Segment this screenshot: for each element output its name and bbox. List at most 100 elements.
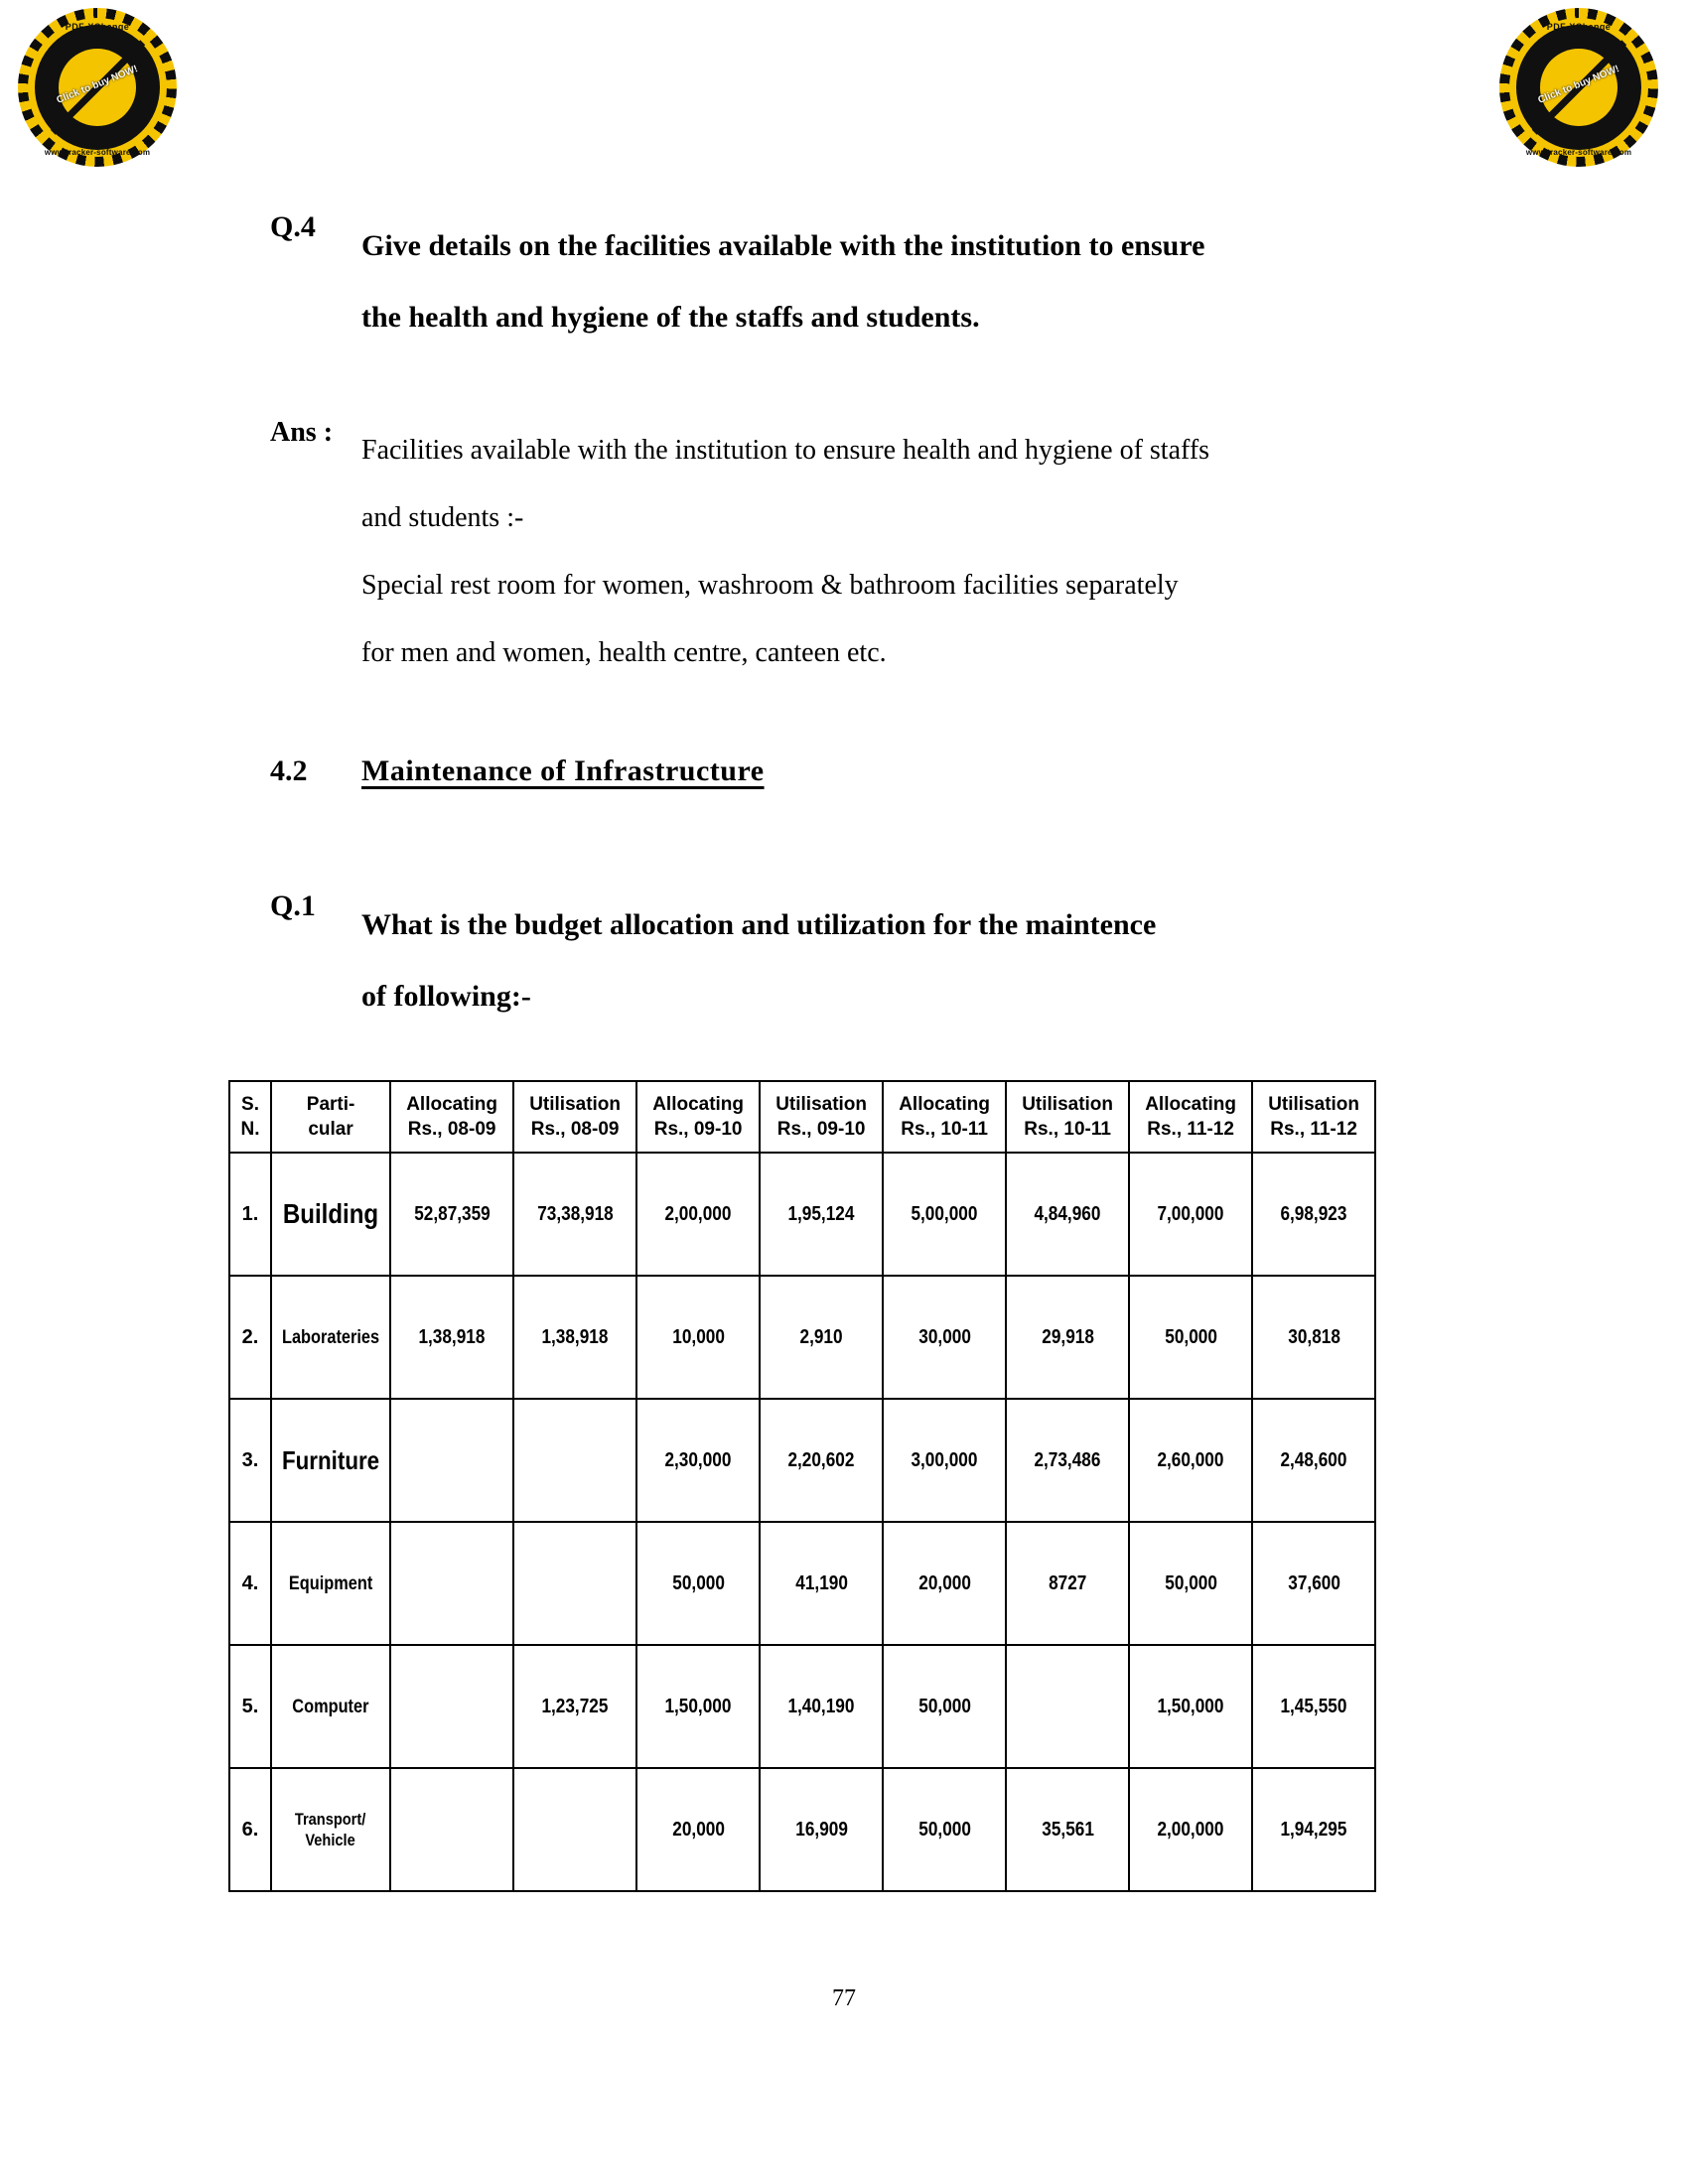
table-column-header: Utilisation Rs., 11-12: [1251, 1080, 1377, 1154]
table-column-header: S. N.: [228, 1080, 272, 1154]
table-column-header-line-2: Rs., 11-12: [1147, 1119, 1234, 1140]
table-cell-value: 6,98,923: [1251, 1152, 1377, 1277]
question-4-line-2: the health and hygiene of the staffs and…: [361, 301, 980, 334]
table-cell-particular: Computer: [269, 1644, 392, 1769]
table-cell-value: 20,000: [882, 1521, 1008, 1646]
table-cell-value: 16,909: [759, 1767, 885, 1892]
table-cell-value: 1,50,000: [1128, 1644, 1254, 1769]
pdf-xchange-watermark-right[interactable]: PDF-XChange Click to buy NOW! www.tracke…: [1499, 8, 1658, 167]
table-cell-value: 1,38,918: [512, 1275, 638, 1400]
table-column-header-line-2: Rs., 09-10: [653, 1119, 743, 1140]
table-cell-particular-label: Equipment: [288, 1572, 373, 1594]
page-number: 77: [832, 1985, 856, 2011]
table-column-header: Utilisation Rs., 08-09: [512, 1080, 638, 1154]
table-cell-value: [389, 1644, 515, 1769]
table-cell-value: 2,910: [759, 1275, 885, 1400]
table-row: 6. Transport/Vehicle 20,000 16,909 50,000 35,…: [228, 1767, 1377, 1892]
table-cell-value: 2,30,000: [635, 1398, 762, 1523]
table-cell-serial-number: 4.: [228, 1521, 272, 1646]
table-cell-value: 30,818: [1251, 1275, 1377, 1400]
table-column-header: Parti-cular: [269, 1080, 392, 1154]
table-cell-value: 2,00,000: [1128, 1767, 1254, 1892]
table-column-header: Allocating Rs., 10-11: [882, 1080, 1008, 1154]
table-cell-serial-number: 2.: [228, 1275, 272, 1400]
table-column-header-line-2: Rs., 09-10: [776, 1119, 866, 1140]
table-cell-value: 1,40,190: [759, 1644, 885, 1769]
table-column-header-line-1: Allocating: [899, 1094, 991, 1115]
stamp-brand-label: PDF-XChange: [65, 22, 130, 32]
table-column-header-line-1: Utilisation: [775, 1094, 868, 1115]
table-cell-value: 50,000: [635, 1521, 762, 1646]
table-column-header-line-2: Rs., 10-11: [901, 1119, 988, 1140]
question-1-line-1: What is the budget allocation and utiliz…: [361, 908, 1157, 941]
question-4-line-1: Give details on the facilities available…: [361, 229, 1205, 262]
table-cell-value: 50,000: [1128, 1275, 1254, 1400]
table-cell-value: 1,45,550: [1251, 1644, 1377, 1769]
stamp-url-label[interactable]: www.tracker-software.com: [44, 148, 151, 157]
table-cell-serial-number: 6.: [228, 1767, 272, 1892]
table-row: 4. Equipment 50,000 41,190 20,000 8727 50,000 3…: [228, 1521, 1377, 1646]
table-cell-particular-label: Furniture: [281, 1444, 380, 1475]
table-cell-value: 41,190: [759, 1521, 885, 1646]
table-cell-value: [389, 1398, 515, 1523]
answer-4-label: Ans :: [270, 417, 334, 448]
table-cell-value: 1,50,000: [635, 1644, 762, 1769]
answer-4-text: Facilities available with the institutio…: [361, 417, 1354, 687]
table-row: 1. Building 52,87,359 73,38,918 2,00,000 1,95…: [228, 1152, 1377, 1277]
table-cell-particular: Laborateries: [269, 1275, 392, 1400]
table-cell-particular: Transport/Vehicle: [269, 1767, 392, 1892]
table-column-header-line-2: Rs., 08-09: [530, 1119, 620, 1140]
table-column-header-line-1: Allocating: [652, 1094, 745, 1115]
table-cell-value: 50,000: [882, 1644, 1008, 1769]
table-cell-value: [512, 1398, 638, 1523]
table-column-header-line-1: Allocating: [1145, 1094, 1237, 1115]
section-4-2-title: Maintenance of Infrastructure: [361, 754, 765, 787]
budget-allocation-table: S. N. Parti-cular Allocating Rs., 08-09 Utili…: [228, 1080, 1377, 1892]
table-cell-value: 1,38,918: [389, 1275, 515, 1400]
table-column-header-line-1: S.: [241, 1094, 259, 1115]
table-column-header-line-1: Parti-: [306, 1094, 355, 1115]
table-column-header-line-2: Rs., 08-09: [407, 1119, 496, 1140]
answer-4-line-3: Special rest room for women, washroom & …: [361, 570, 1179, 601]
table-row: 3. Furniture 2,30,000 2,20,602 3,00,000 2,73,…: [228, 1398, 1377, 1523]
table-cell-value: 52,87,359: [389, 1152, 515, 1277]
table-cell-value: [389, 1767, 515, 1892]
stamp-url-label[interactable]: www.tracker-software.com: [1525, 148, 1632, 157]
stamp-brand-label: PDF-XChange: [1546, 22, 1612, 32]
table-cell-particular-label: Computer: [292, 1696, 369, 1717]
answer-4-line-1: Facilities available with the institutio…: [361, 435, 1210, 466]
table-cell-value: 2,60,000: [1128, 1398, 1254, 1523]
table-column-header-line-2: N.: [240, 1119, 260, 1140]
table-cell-value: 1,95,124: [759, 1152, 885, 1277]
table-cell-value: 50,000: [882, 1767, 1008, 1892]
table-column-header: Allocating Rs., 09-10: [635, 1080, 762, 1154]
table-cell-serial-number: 5.: [228, 1644, 272, 1769]
table-cell-serial-number: 3.: [228, 1398, 272, 1523]
table-cell-value: [1005, 1644, 1131, 1769]
question-4-block: Q.4 Give details on the facilities avail…: [270, 210, 1354, 353]
question-1-label: Q.1: [270, 889, 316, 922]
table-cell-value: 5,00,000: [882, 1152, 1008, 1277]
table-cell-value: 2,20,602: [759, 1398, 885, 1523]
table-row: 5. Computer 1,23,725 1,50,000 1,40,190 50,000…: [228, 1644, 1377, 1769]
table-cell-serial-number: 1.: [228, 1152, 272, 1277]
table-column-header: Allocating Rs., 08-09: [389, 1080, 515, 1154]
table-row: 2. Laborateries 1,38,918 1,38,918 10,000 2,91…: [228, 1275, 1377, 1400]
table-header: S. N. Parti-cular Allocating Rs., 08-09 Utili…: [228, 1080, 1377, 1154]
table-cell-value: 4,84,960: [1005, 1152, 1131, 1277]
table-cell-particular: Furniture: [269, 1398, 392, 1523]
table-cell-particular-label: Building: [282, 1198, 379, 1229]
question-1-line-2: of following:-: [361, 980, 531, 1013]
table-cell-particular-label: Transport/Vehicle: [295, 1809, 366, 1849]
no-entry-icon: [1529, 38, 1628, 137]
table-cell-value: 30,000: [882, 1275, 1008, 1400]
table-cell-value: 1,94,295: [1251, 1767, 1377, 1892]
question-1-text: What is the budget allocation and utiliz…: [361, 889, 1354, 1032]
table-cell-value: 50,000: [1128, 1521, 1254, 1646]
table-cell-value: [512, 1521, 638, 1646]
pdf-xchange-watermark-left[interactable]: PDF-XChange Click to buy NOW! www.tracke…: [18, 8, 177, 167]
table-column-header: Allocating Rs., 11-12: [1128, 1080, 1254, 1154]
table-cell-value: 2,73,486: [1005, 1398, 1131, 1523]
section-4-2-block: 4.2 Maintenance of Infrastructure: [270, 754, 765, 788]
